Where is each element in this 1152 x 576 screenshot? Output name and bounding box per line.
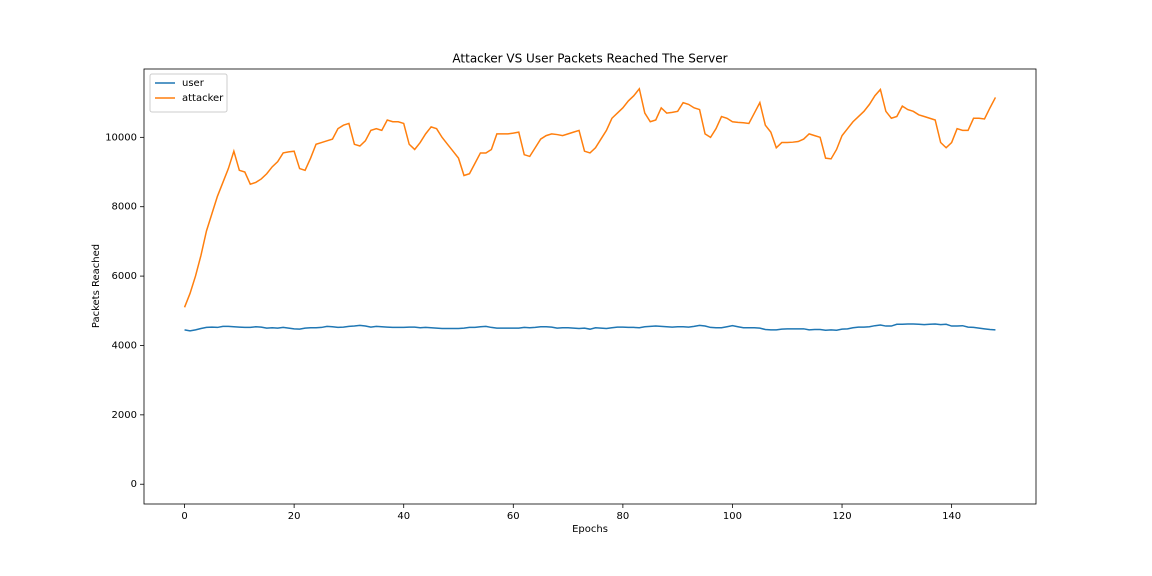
series-line bbox=[183, 87, 997, 308]
series-line bbox=[184, 323, 996, 332]
x-tick-label: 120 bbox=[832, 511, 851, 522]
x-tick-label: 140 bbox=[942, 511, 961, 522]
y-axis-label: Packets Reached bbox=[91, 244, 102, 328]
x-tick-label: 60 bbox=[507, 511, 520, 522]
x-tick-label: 40 bbox=[397, 511, 410, 522]
x-tick-label: 100 bbox=[723, 511, 742, 522]
y-tick-label: 10000 bbox=[105, 132, 137, 143]
x-tick-label: 20 bbox=[288, 511, 301, 522]
chart-title: Attacker VS User Packets Reached The Ser… bbox=[452, 52, 727, 66]
y-tick-label: 0 bbox=[131, 479, 137, 490]
y-tick-label: 2000 bbox=[112, 410, 137, 421]
x-tick-label: 0 bbox=[181, 511, 187, 522]
y-tick-label: 4000 bbox=[112, 340, 137, 351]
y-tick-label: 6000 bbox=[112, 271, 137, 282]
x-axis-label: Epochs bbox=[572, 524, 608, 535]
legend-label: attacker bbox=[182, 93, 224, 104]
plot-frame bbox=[143, 68, 1037, 505]
x-tick-label: 80 bbox=[617, 511, 630, 522]
y-tick-label: 8000 bbox=[112, 202, 137, 213]
legend-label: user bbox=[182, 78, 205, 89]
